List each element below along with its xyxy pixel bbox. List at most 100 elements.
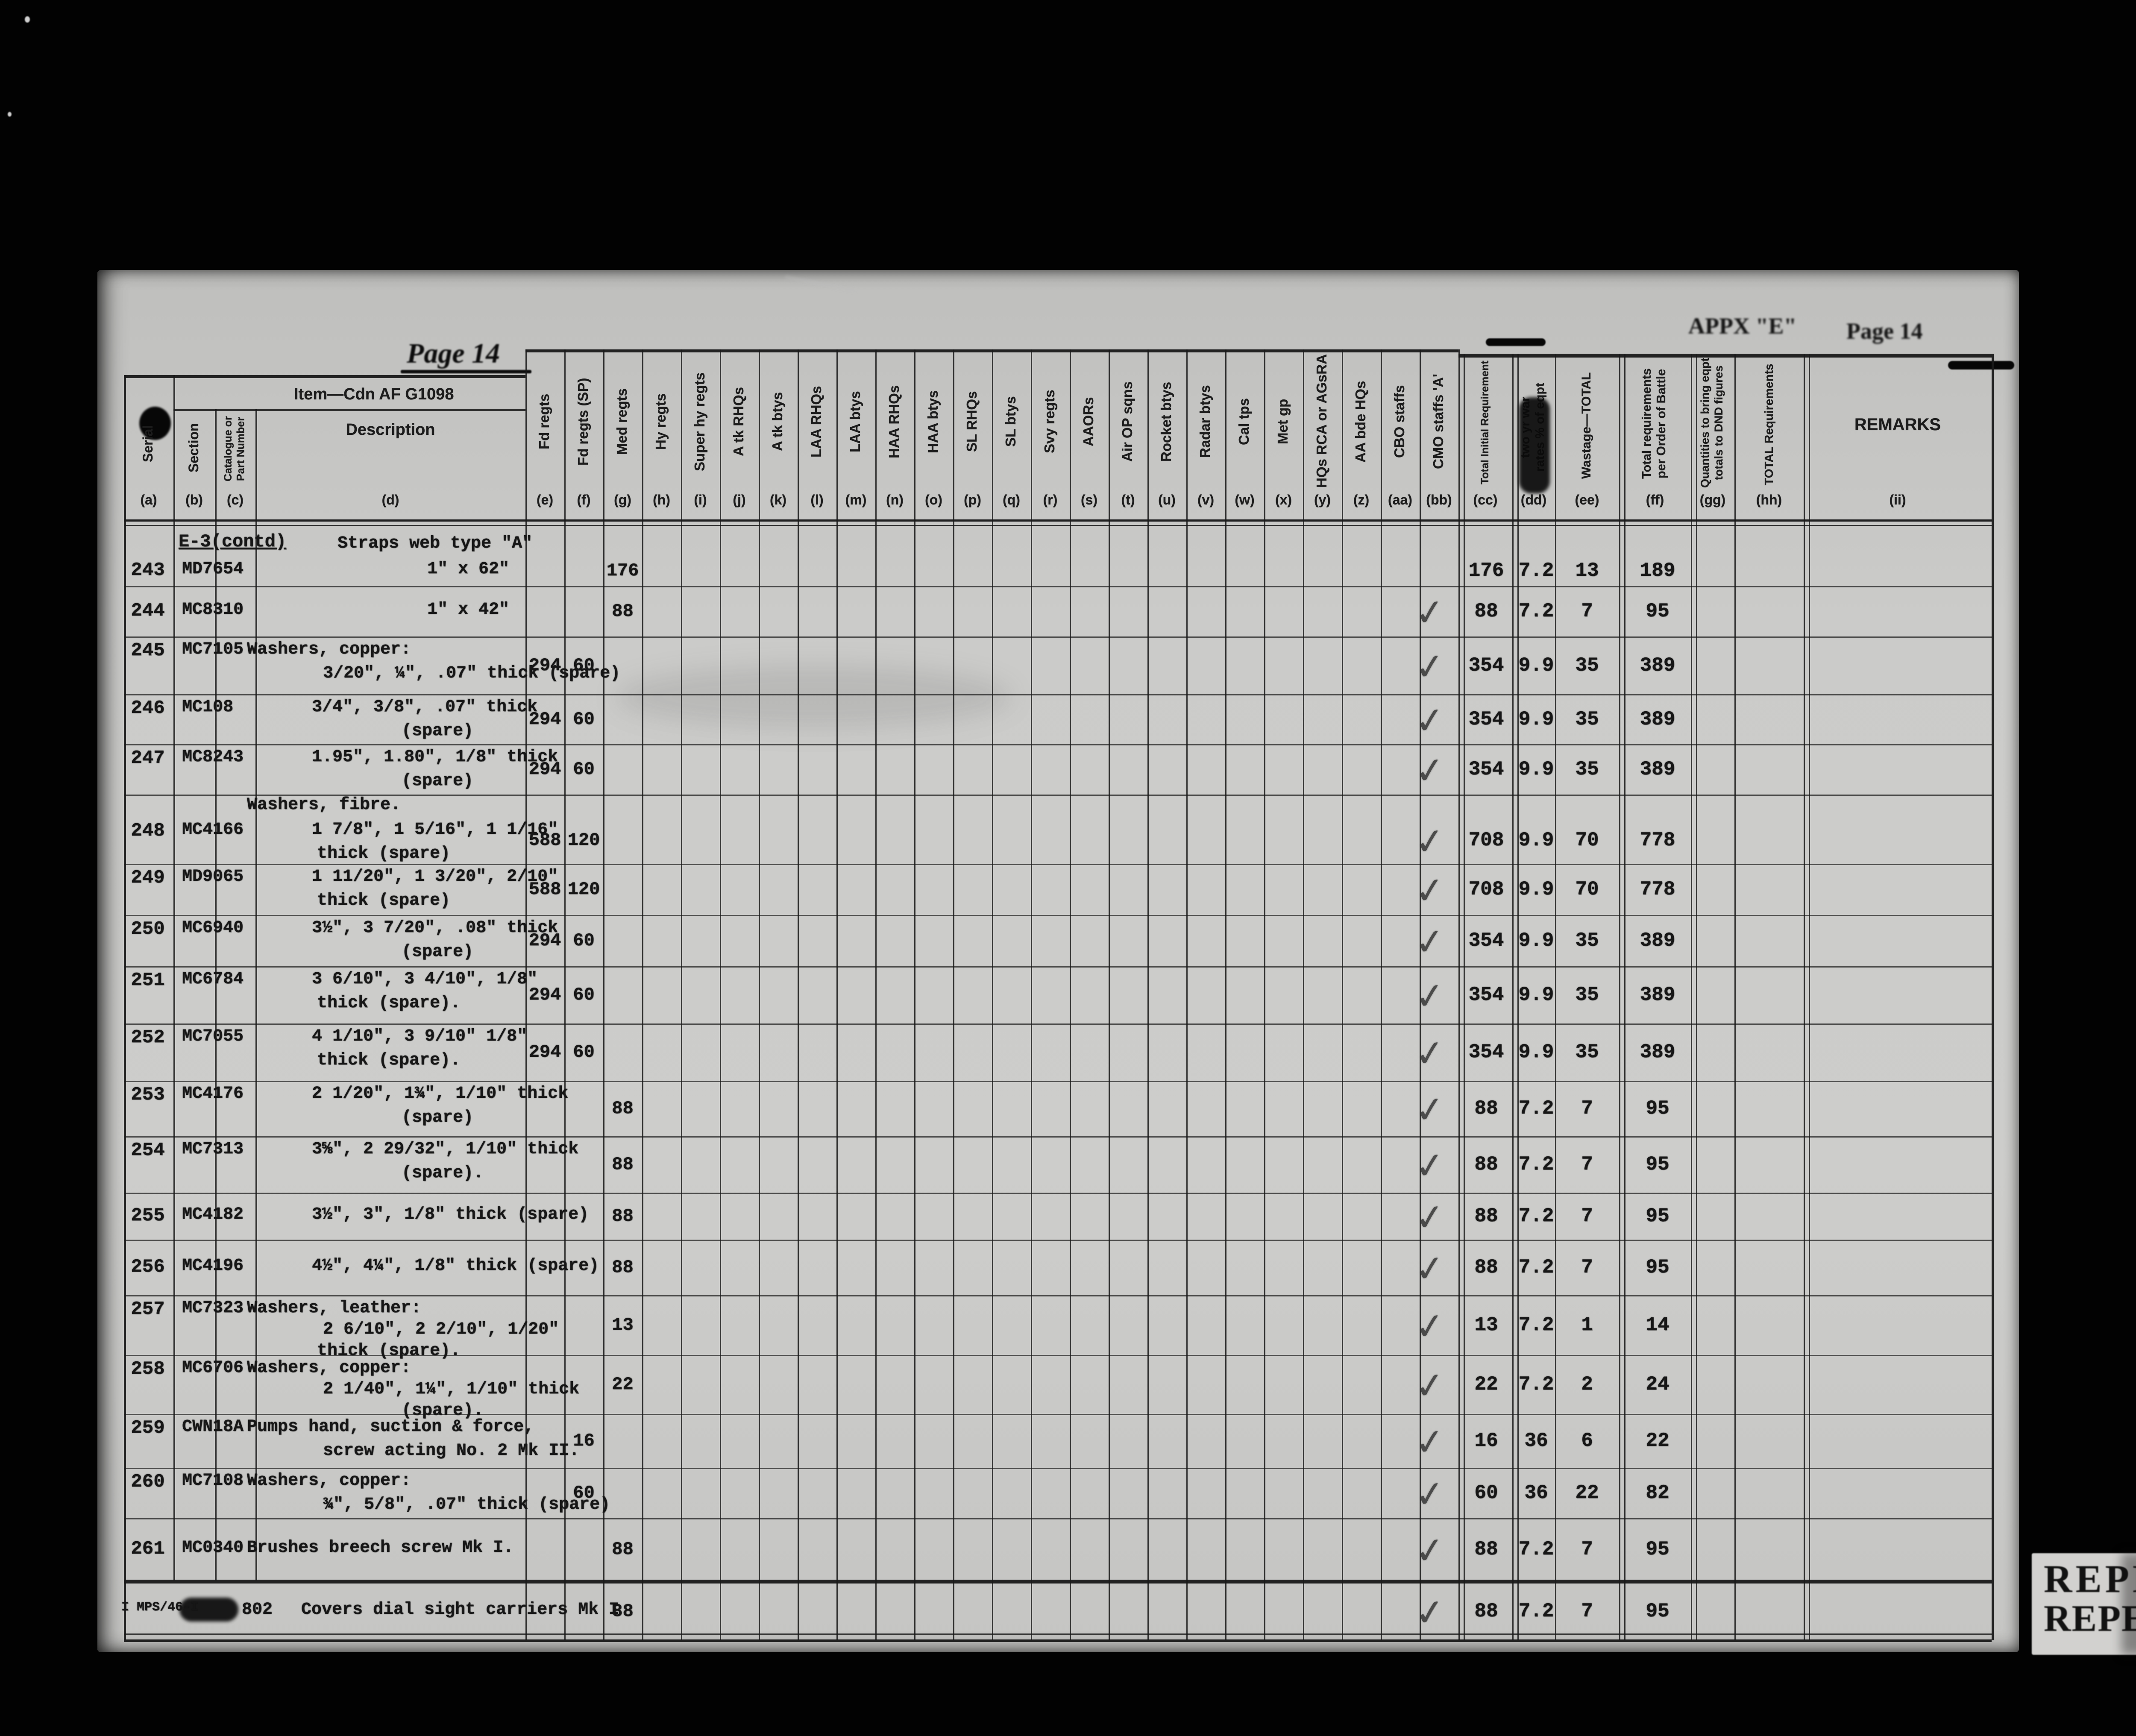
column-letter: (c) xyxy=(226,492,244,507)
catalogue-cell: MC7055 xyxy=(182,1027,244,1046)
serial-cell: 259 xyxy=(131,1417,165,1439)
column-label: Radar btys xyxy=(1197,385,1213,458)
column-label: Svy regts xyxy=(1042,390,1058,454)
wastage-rate-cell: 7.2 xyxy=(1518,1600,1554,1622)
wastage-rate-cell: 7.2 xyxy=(1518,560,1554,582)
cmo-checkmark: ✓ xyxy=(1412,590,1447,635)
ink-blot xyxy=(139,407,171,440)
column-rule xyxy=(836,349,838,1640)
wastage-total-cell: 35 xyxy=(1575,1041,1599,1063)
wastage-total-cell: 70 xyxy=(1575,829,1599,851)
qty-cell-g: 88 xyxy=(612,1206,634,1226)
orbat-total-cell: 389 xyxy=(1640,984,1675,1006)
row-rule xyxy=(124,1295,1992,1296)
description-line: thick (spare). xyxy=(317,994,461,1013)
wastage-total-cell: 13 xyxy=(1575,560,1599,582)
qty-cell-e: 294 xyxy=(528,709,561,730)
column-letter: (j) xyxy=(733,492,746,507)
column-label: Med regts xyxy=(614,388,630,455)
description-line: 3½", 3", 1/8" thick (spare) xyxy=(312,1205,589,1224)
column-letter: (e) xyxy=(536,492,554,507)
film-speck xyxy=(25,16,30,23)
column-rule xyxy=(1619,354,1620,1640)
qty-cell-g: 176 xyxy=(606,560,639,581)
column-letter: (f) xyxy=(577,492,591,507)
qty-cell-f: 60 xyxy=(573,930,595,951)
column-letter: (n) xyxy=(886,492,904,507)
description-line: thick (spare) xyxy=(317,844,451,863)
wastage-rate-cell: 9.9 xyxy=(1518,654,1554,677)
orbat-total-cell: 389 xyxy=(1640,758,1675,780)
column-letter: (q) xyxy=(1003,492,1020,507)
column-rule xyxy=(1147,349,1149,1640)
column-rule xyxy=(1458,349,1460,1640)
description-line: 4 1/10", 3 9/10" 1/8" xyxy=(312,1027,528,1046)
orbat-total-cell: 22 xyxy=(1646,1430,1669,1452)
qty-cell-f: 120 xyxy=(567,879,600,900)
column-rule xyxy=(1992,354,1994,1640)
serial-cell: 257 xyxy=(131,1299,165,1320)
wastage-rate-cell: 9.9 xyxy=(1518,708,1554,730)
cmo-checkmark: ✓ xyxy=(1412,974,1447,1019)
qty-cell-g: 88 xyxy=(612,1257,634,1278)
row-rule xyxy=(124,1633,1992,1635)
column-label: Hy regts xyxy=(653,393,669,450)
row-rule xyxy=(124,1518,1992,1519)
column-letter: (hh) xyxy=(1756,492,1782,507)
qty-cell-g: 22 xyxy=(612,1374,634,1395)
catalogue-cell: MC108 xyxy=(182,698,234,717)
wastage-rate-cell: 7.2 xyxy=(1518,600,1554,622)
description-line: (spare) xyxy=(402,942,474,962)
orbat-total-cell: 389 xyxy=(1640,930,1675,952)
description-line: ¾", 5/8", .07" thick (spare) xyxy=(323,1495,610,1514)
cmo-checkmark: ✓ xyxy=(1412,868,1447,913)
cmo-checkmark: ✓ xyxy=(1412,1143,1447,1188)
wastage-total-cell: 35 xyxy=(1575,984,1599,1006)
column-letter: (aa) xyxy=(1388,492,1412,507)
serial-cell: 244 xyxy=(131,600,165,622)
wastage-total-cell: 1 xyxy=(1581,1314,1593,1336)
serial-cell: 247 xyxy=(131,748,165,769)
cmo-checkmark: ✓ xyxy=(1412,1590,1447,1635)
repeat-stamp-line1: REPEAT xyxy=(2044,1557,2136,1601)
serial-cell: 249 xyxy=(131,867,165,889)
column-letter: (z) xyxy=(1353,492,1370,507)
column-rule xyxy=(759,349,760,1640)
wastage-total-cell: 7 xyxy=(1581,1538,1593,1560)
repeat-stamp-line2: REPETITION xyxy=(2044,1598,2136,1639)
total-initial-cell: 176 xyxy=(1468,560,1504,582)
description-line: (spare). xyxy=(402,1401,484,1420)
catalogue-cell: 802 xyxy=(242,1600,273,1619)
row-rule xyxy=(124,864,1992,865)
wastage-rate-cell: 7.2 xyxy=(1518,1538,1554,1560)
wastage-total-cell: 7 xyxy=(1581,1153,1593,1176)
qty-cell-e: 588 xyxy=(528,830,561,850)
description-line: Washers, copper: xyxy=(247,1358,411,1378)
column-label: LAA btys xyxy=(847,391,863,452)
cmo-checkmark: ✓ xyxy=(1412,1195,1447,1240)
column-letter: (u) xyxy=(1158,492,1176,507)
column-label: AA bde HQs xyxy=(1353,381,1369,463)
wastage-total-cell: 7 xyxy=(1581,1256,1593,1279)
description-line: 3 6/10", 3 4/10", 1/8" xyxy=(312,970,538,989)
cmo-checkmark: ✓ xyxy=(1412,1472,1447,1517)
page-title-underline xyxy=(401,370,531,373)
column-label: Super hy regts xyxy=(692,372,708,471)
column-rule xyxy=(720,349,721,1640)
column-letter: (y) xyxy=(1314,492,1331,507)
serial-cell: 245 xyxy=(131,640,165,661)
column-label: Fd regts xyxy=(536,393,552,450)
catalogue-cell: MD9065 xyxy=(182,867,244,886)
group-heading: Washers, fibre. xyxy=(247,795,401,815)
row-rule xyxy=(124,1136,1992,1138)
wastage-rate-cell: 9.9 xyxy=(1518,984,1554,1006)
total-initial-cell: 354 xyxy=(1468,1041,1504,1063)
column-letter: (s) xyxy=(1080,492,1098,507)
row-rule xyxy=(124,966,1992,968)
page-title-left: Page 14 xyxy=(407,338,500,369)
description-line: 1" x 62" xyxy=(427,560,510,579)
total-initial-cell: 354 xyxy=(1468,758,1504,780)
orbat-total-cell: 95 xyxy=(1646,1600,1669,1622)
catalogue-cell: MC4196 xyxy=(182,1256,244,1276)
obscuring-blot xyxy=(179,1598,238,1622)
